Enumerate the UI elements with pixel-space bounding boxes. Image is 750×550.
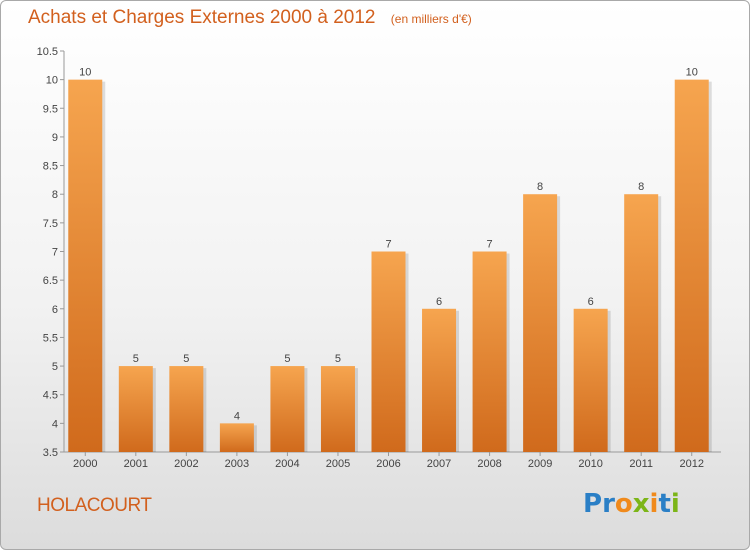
logo-letter: i xyxy=(649,489,659,519)
x-tick-label: 2005 xyxy=(326,458,350,470)
bar xyxy=(472,251,507,452)
proxiti-logo: Proxiti xyxy=(583,489,680,519)
bar-data-label: 6 xyxy=(436,296,442,308)
y-tick-label: 9.5 xyxy=(43,103,58,115)
chart-title: Achats et Charges Externes 2000 à 2012 xyxy=(28,7,376,28)
x-tick-label: 2006 xyxy=(376,458,400,470)
bar xyxy=(118,366,153,452)
y-tick-label: 10 xyxy=(46,75,58,87)
chart-subtitle: (en milliers d'€) xyxy=(390,12,472,26)
bar-data-label: 10 xyxy=(79,67,91,79)
bar xyxy=(674,79,709,453)
x-tick-label: 2002 xyxy=(174,458,198,470)
bar xyxy=(68,79,103,453)
x-tick-label: 2009 xyxy=(528,458,552,470)
bar-data-label: 4 xyxy=(234,410,240,422)
bar xyxy=(320,366,355,452)
y-tick-label: 7 xyxy=(52,247,58,259)
logo-letter: i xyxy=(670,489,680,519)
x-tick-label: 2011 xyxy=(629,458,653,470)
logo-letter: r xyxy=(602,489,615,519)
x-tick-label: 2001 xyxy=(124,458,148,470)
y-tick-label: 3.5 xyxy=(43,447,58,459)
bar-data-label: 6 xyxy=(588,296,594,308)
x-tick-label: 2008 xyxy=(477,458,501,470)
y-tick-label: 6.5 xyxy=(43,275,58,287)
logo-letter: o xyxy=(614,489,633,519)
y-tick-label: 8 xyxy=(52,189,58,201)
y-tick-label: 10.5 xyxy=(37,46,58,58)
x-tick-label: 2000 xyxy=(73,458,97,470)
bar-data-label: 7 xyxy=(385,239,391,251)
x-tick-label: 2010 xyxy=(578,458,602,470)
bar xyxy=(523,194,558,452)
y-tick-label: 6 xyxy=(52,304,58,316)
bar xyxy=(219,423,254,452)
y-tick-label: 4 xyxy=(52,418,58,430)
x-tick-label: 2004 xyxy=(275,458,299,470)
bar-data-label: 7 xyxy=(487,239,493,251)
bar-data-label: 8 xyxy=(638,181,644,193)
bar-data-label: 5 xyxy=(284,353,290,365)
bar-data-label: 5 xyxy=(133,353,139,365)
bar xyxy=(624,194,659,452)
logo-letter: t xyxy=(658,489,671,519)
bar xyxy=(573,308,608,452)
bar-data-label: 5 xyxy=(335,353,341,365)
x-tick-label: 2012 xyxy=(679,458,703,470)
x-tick-label: 2003 xyxy=(225,458,249,470)
bar-data-label: 10 xyxy=(686,67,698,79)
y-tick-label: 9 xyxy=(52,132,58,144)
y-tick-label: 7.5 xyxy=(43,218,58,230)
x-tick-label: 2007 xyxy=(427,458,451,470)
bar-data-label: 5 xyxy=(183,353,189,365)
bar xyxy=(371,251,406,452)
bar-data-label: 8 xyxy=(537,181,543,193)
logo-letter: x xyxy=(632,489,650,519)
y-tick-label: 8.5 xyxy=(43,161,58,173)
bar xyxy=(169,366,204,452)
y-tick-label: 4.5 xyxy=(43,390,58,402)
logo-letter: P xyxy=(583,489,603,519)
commune-name: HOLACOURT xyxy=(37,495,152,516)
y-tick-label: 5.5 xyxy=(43,332,58,344)
chart-title-block: Achats et Charges Externes 2000 à 2012 (… xyxy=(28,7,472,29)
y-tick-label: 5 xyxy=(52,361,58,373)
bar xyxy=(422,308,457,452)
bar xyxy=(270,366,305,452)
